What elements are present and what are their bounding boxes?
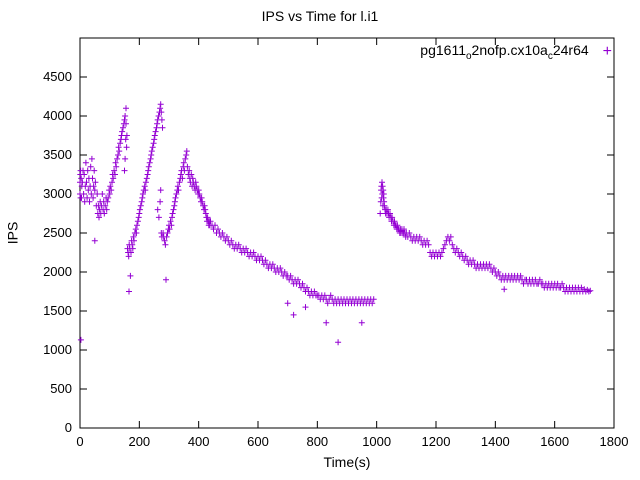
chart-title: IPS vs Time for l.i1	[261, 8, 379, 24]
x-tick-label: 1400	[481, 434, 510, 449]
y-axis-label: IPS	[3, 221, 20, 245]
y-axis-label-wrap: IPS	[0, 0, 24, 466]
x-tick-label: 1200	[422, 434, 451, 449]
y-tick-label: 3500	[43, 147, 72, 162]
legend-label: pg1611o2nofp.cx10ac24r64	[420, 42, 589, 62]
y-tick-label: 4500	[43, 69, 72, 84]
legend-plus-marker: +	[602, 42, 612, 60]
x-axis-label: Time(s)	[323, 454, 371, 470]
x-tick-label: 400	[188, 434, 210, 449]
y-tick-label: 1500	[43, 303, 72, 318]
y-tick-label: 0	[65, 420, 72, 435]
x-tick-label: 1000	[362, 434, 391, 449]
x-tick-label: 600	[247, 434, 269, 449]
x-tick-label: 0	[76, 434, 83, 449]
x-tick-label: 1600	[540, 434, 569, 449]
x-tick-label: 800	[306, 434, 328, 449]
y-tick-label: 4000	[43, 108, 72, 123]
y-tick-label: 500	[50, 381, 72, 396]
x-tick-label: 1800	[600, 434, 629, 449]
y-tick-label: 1000	[43, 342, 72, 357]
legend: pg1611o2nofp.cx10ac24r64 +	[420, 42, 612, 62]
y-tick-label: 2000	[43, 264, 72, 279]
y-tick-label: 2500	[43, 225, 72, 240]
y-tick-label: 3000	[43, 186, 72, 201]
scatter-points	[77, 101, 594, 346]
x-tick-label: 200	[128, 434, 150, 449]
